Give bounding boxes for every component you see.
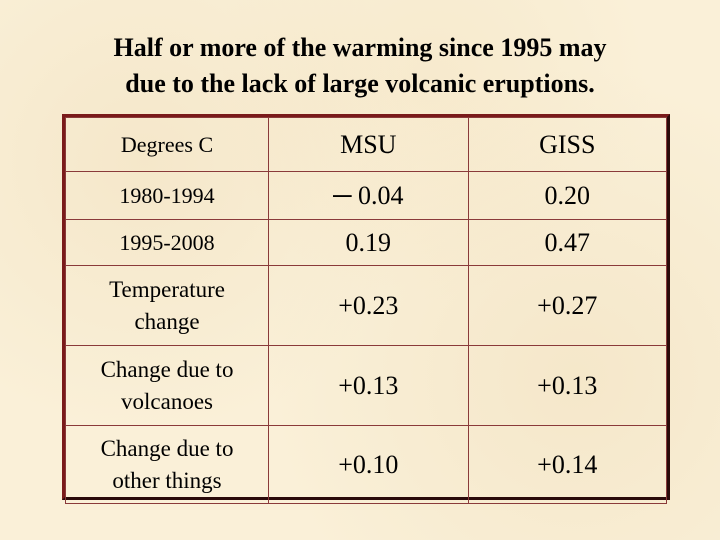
table-header-row: Degrees C MSU GISS [64,117,668,172]
row-label: Temperature change [64,265,270,346]
slide-title: Half or more of the warming since 1995 m… [0,30,720,102]
table-row: Change due to other things +0.10 +0.14 [64,425,668,504]
giss-value: +0.27 [467,265,668,346]
row-label-line-2: other things [112,467,222,493]
msu-value: 0.19 [268,219,469,266]
giss-value: +0.13 [467,345,668,426]
header-degrees-c: Degrees C [64,117,270,172]
header-msu: MSU [268,117,469,172]
msu-value: +0.10 [268,425,469,504]
row-label: 1980-1994 [64,171,270,220]
row-label: Change due to other things [64,425,270,504]
table-row: 1995-2008 0.19 0.47 [64,219,668,266]
giss-value: 0.20 [467,171,668,220]
data-table: Degrees C MSU GISS 1980-1994 ─ 0.04 0.20… [62,114,670,504]
row-label-line-1: Change due to [100,356,234,382]
table-row: Temperature change +0.23 +0.27 [64,265,668,346]
table-row: 1980-1994 ─ 0.04 0.20 [64,171,668,220]
row-label-line-2: change [134,308,200,334]
giss-value: +0.14 [467,425,668,504]
title-line-1: Half or more of the warming since 1995 m… [113,33,607,62]
header-giss: GISS [467,117,668,172]
row-label-line-1: Temperature [109,276,225,302]
title-line-2: due to the lack of large volcanic erupti… [125,69,595,98]
msu-value: ─ 0.04 [268,171,469,220]
msu-value: +0.23 [268,265,469,346]
table-row: Change due to volcanoes +0.13 +0.13 [64,345,668,426]
row-label: Change due to volcanoes [64,345,270,426]
row-label-line-2: volcanoes [121,388,213,414]
row-label: 1995-2008 [64,219,270,266]
row-label-line-1: Change due to [100,435,234,461]
msu-value: +0.13 [268,345,469,426]
giss-value: 0.47 [467,219,668,266]
